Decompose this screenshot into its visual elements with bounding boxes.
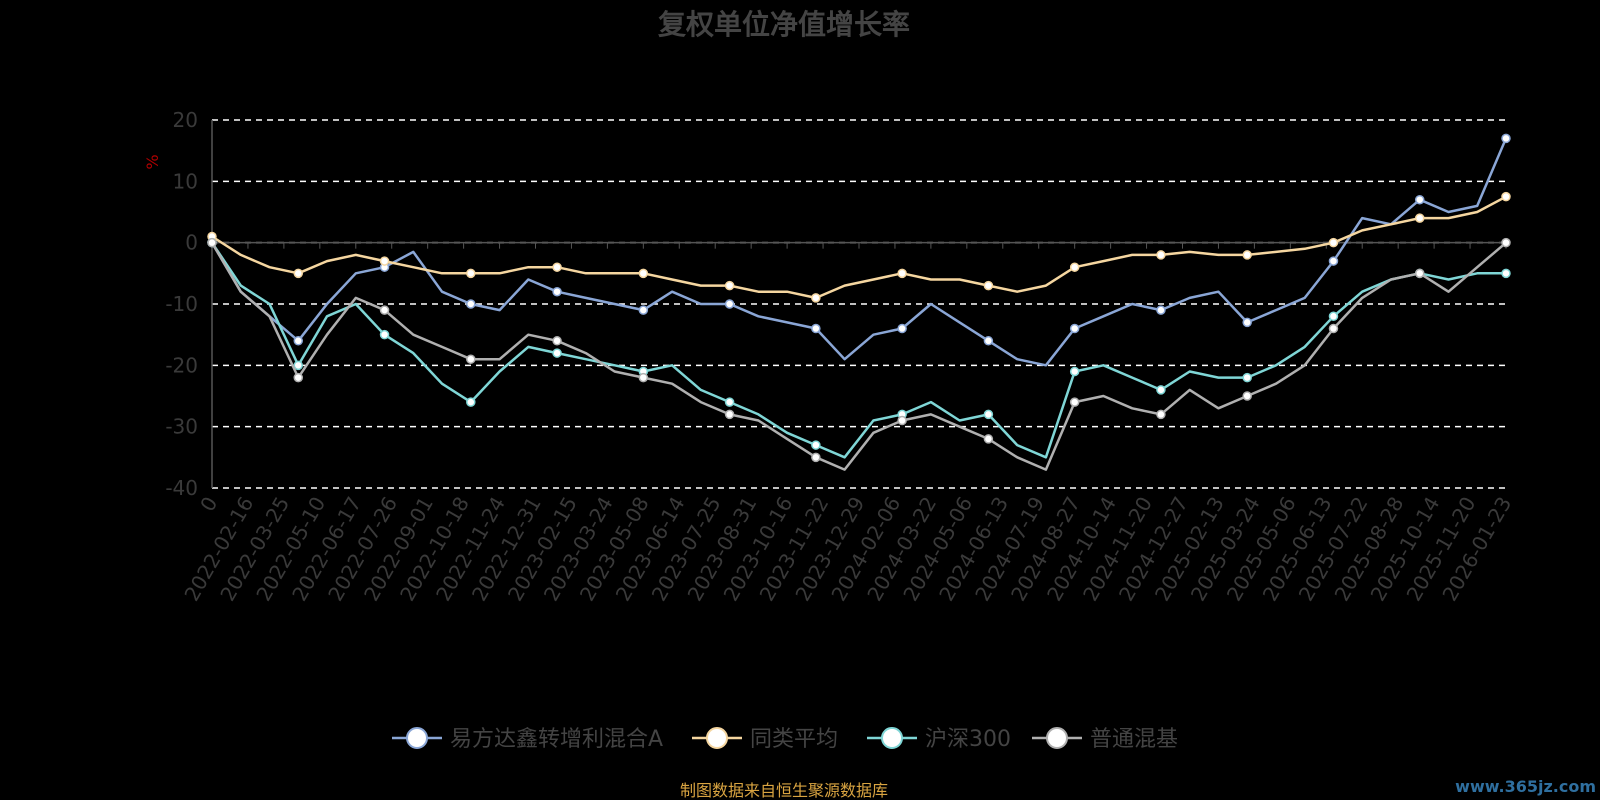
y-tick-label: -20 [165, 353, 198, 377]
series-point [983, 434, 994, 444]
x-axis: 02022-02-162022-03-252022-05-102022-06-1… [179, 242, 1516, 605]
legend-label: 同类平均 [750, 727, 838, 752]
series-point [1069, 397, 1080, 407]
y-axis-ticks: 20 10 0 -10 -20 -30 -40 [165, 108, 198, 500]
legend-item[interactable]: 易方达鑫转增利混合A [392, 727, 663, 752]
series-point [552, 348, 562, 358]
series-point [1242, 372, 1252, 383]
legend-label: 普通混基 [1090, 727, 1178, 752]
legend-item[interactable]: 普通混基 [1032, 727, 1178, 752]
watermark: www.365jz.com [1455, 777, 1596, 796]
series-point [724, 409, 735, 420]
legend-label: 沪深300 [925, 727, 1011, 752]
series-point [897, 268, 907, 279]
series-point [1242, 391, 1252, 401]
series-line [210, 241, 1507, 471]
series-point [293, 372, 304, 383]
series-point [1414, 268, 1425, 279]
series-point [983, 409, 994, 420]
series-point [724, 299, 735, 309]
series-point [1328, 256, 1339, 266]
series-point [724, 397, 735, 407]
legend-item[interactable]: 同类平均 [692, 727, 838, 752]
x-tick-label: 0 [195, 493, 222, 516]
series-point [1414, 194, 1425, 205]
series-point [1242, 250, 1252, 260]
series-lines [207, 133, 1511, 471]
series-point [1501, 133, 1511, 144]
legend[interactable]: 易方达鑫转增利混合A 同类平均 沪深300 普通混基 [392, 727, 1178, 752]
series-point [983, 280, 994, 291]
series-point [1501, 237, 1511, 248]
series-point [1156, 250, 1166, 260]
legend-label: 易方达鑫转增利混合A [450, 727, 663, 752]
series-point [1156, 305, 1166, 315]
series-point [379, 305, 390, 315]
series-point [552, 286, 562, 297]
series-point [1328, 311, 1339, 322]
series-point [293, 268, 304, 279]
series-point [983, 336, 994, 346]
series-point [1156, 409, 1166, 420]
grid-lines [211, 119, 1506, 489]
series-point [379, 256, 390, 266]
series-point [466, 397, 476, 407]
series-point [811, 323, 821, 334]
series-point [897, 415, 907, 426]
series-point [1069, 366, 1080, 377]
legend-item[interactable]: 沪深300 [867, 727, 1011, 752]
series-point [1328, 323, 1339, 334]
series-point [724, 280, 735, 291]
series-point [638, 372, 649, 383]
series-point [466, 268, 476, 279]
source-note: 制图数据来自恒生聚源数据库 [680, 781, 888, 800]
series-point [293, 360, 304, 371]
series-point [811, 452, 821, 463]
series-point [466, 299, 476, 309]
series-line [210, 137, 1508, 367]
series-point [897, 323, 907, 334]
series-line [210, 242, 1506, 459]
series-point [552, 336, 562, 346]
y-tick-label: -10 [165, 292, 198, 316]
series-point [1069, 262, 1080, 272]
series-point [1069, 323, 1080, 334]
series-point [638, 305, 649, 315]
series-point [466, 354, 476, 364]
series-point [552, 262, 562, 272]
series-point [1328, 237, 1339, 248]
series-point [811, 440, 821, 450]
series-point [207, 237, 217, 248]
series-point [811, 293, 821, 303]
series-point [1242, 317, 1252, 328]
series-point [1156, 385, 1166, 395]
y-tick-label: -30 [165, 415, 198, 439]
chart-title: 复权单位净值增长率 [658, 8, 910, 41]
y-tick-label: 20 [173, 108, 198, 132]
series-point [293, 336, 304, 346]
series-point [1501, 191, 1511, 202]
y-tick-label: 10 [173, 169, 198, 193]
y-axis-unit: % [143, 154, 162, 169]
y-tick-label: 0 [185, 231, 198, 255]
series-point [638, 268, 649, 279]
y-tick-label: -40 [165, 476, 198, 500]
series-point [1501, 268, 1511, 279]
series-point [379, 329, 390, 340]
series-line [211, 195, 1507, 300]
series-point [1414, 213, 1425, 223]
